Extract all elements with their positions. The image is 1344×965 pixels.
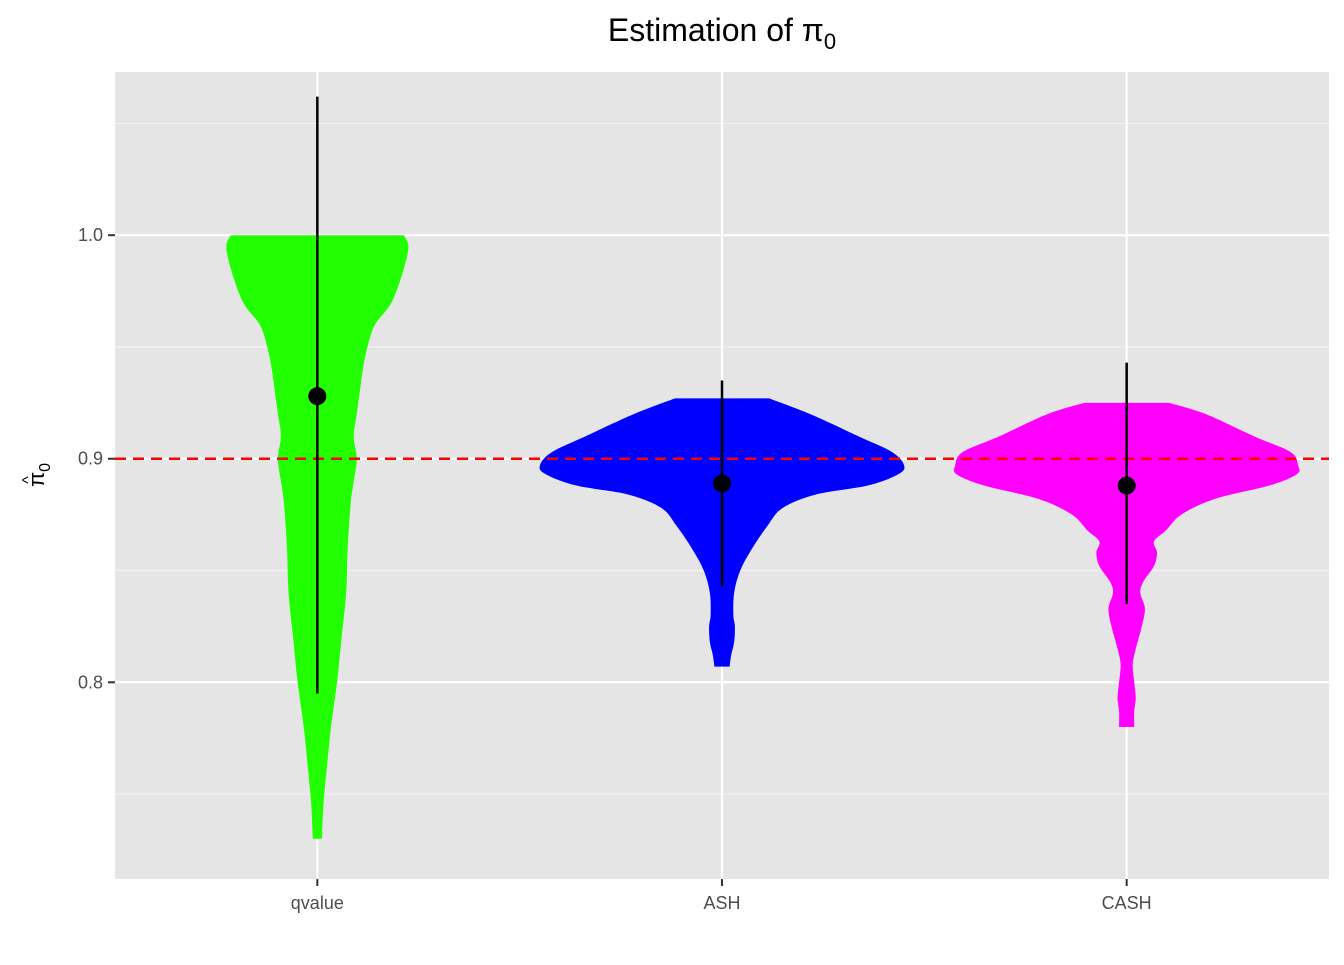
- x-tick-label-2: CASH: [1102, 893, 1152, 913]
- chart-title-symbol: π: [802, 12, 824, 48]
- y-axis: 0.8 0.9 1.0: [78, 225, 115, 692]
- chart-title-text: Estimation of: [608, 12, 793, 48]
- x-tick-label-0: qvalue: [291, 893, 344, 913]
- y-tick-label-1: 0.9: [78, 449, 103, 469]
- chart-title-subscript: 0: [824, 29, 836, 54]
- mean-point-ash: [713, 474, 731, 493]
- mean-point-cash: [1117, 476, 1136, 495]
- errorbar-group: [308, 96, 1136, 694]
- y-tick-label-0: 0.8: [78, 672, 103, 692]
- svg-text:π0: π0: [24, 463, 54, 487]
- y-axis-label-hat: ^: [20, 476, 37, 484]
- y-axis-label: π0 ^: [20, 463, 54, 487]
- x-axis: qvalue ASH CASH: [291, 879, 1152, 913]
- chart-title: Estimation of π0: [608, 12, 836, 54]
- x-tick-label-1: ASH: [703, 893, 740, 913]
- y-axis-label-subscript: 0: [37, 463, 54, 472]
- y-axis-label-symbol: π: [24, 472, 49, 487]
- mean-point-qvalue: [308, 387, 327, 406]
- y-tick-label-2: 1.0: [78, 225, 103, 245]
